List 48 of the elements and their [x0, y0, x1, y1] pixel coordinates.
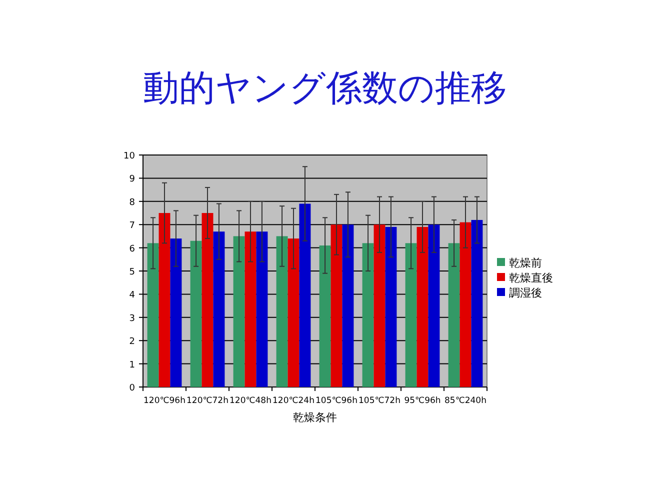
y-tick-label: 5	[129, 268, 135, 278]
bar	[460, 222, 472, 387]
x-tick-label: 105℃72h	[358, 396, 400, 406]
x-axis-title: 乾燥条件	[293, 411, 337, 424]
y-tick-label: 4	[129, 290, 136, 301]
x-tick-label: 120℃72h	[186, 396, 228, 406]
x-tick-label: 120℃96h	[144, 396, 186, 406]
title: 動的ヤング係数の推移	[143, 68, 507, 109]
x-tick-label: 85℃240h	[444, 396, 486, 406]
y-tick-label: 10	[124, 152, 136, 162]
bar	[362, 243, 374, 387]
y-tick-label: 8	[129, 198, 136, 208]
bar	[190, 240, 202, 387]
bar	[233, 236, 245, 387]
y-tick-label: 9	[129, 174, 136, 185]
y-tick-label: 7	[129, 221, 135, 232]
bar	[330, 224, 342, 387]
bar	[471, 220, 483, 387]
bar	[147, 243, 159, 387]
bar	[448, 243, 460, 387]
bar	[202, 213, 214, 387]
y-tick-label: 1	[129, 360, 135, 370]
x-tick-label: 120℃24h	[272, 396, 314, 406]
bar	[213, 232, 225, 387]
y-tick-label: 2	[129, 337, 135, 348]
bar	[256, 232, 268, 387]
bar	[428, 224, 440, 387]
bar	[276, 236, 288, 387]
bar	[288, 238, 300, 387]
bar	[299, 204, 311, 387]
legend-label: 乾燥前	[509, 256, 542, 270]
bar	[170, 238, 182, 387]
x-tick-label: 105℃96h	[316, 396, 358, 406]
y-tick-label: 0	[129, 384, 136, 394]
bar	[244, 232, 256, 387]
x-tick-label: 120℃48h	[230, 396, 272, 406]
bar	[385, 226, 397, 387]
bar	[416, 226, 428, 387]
bar	[374, 224, 386, 387]
y-tick-label: 6	[129, 244, 136, 254]
legend-label: 乾燥直後	[509, 272, 553, 284]
bar	[342, 224, 354, 387]
legend-label: 調湿後	[509, 286, 542, 300]
x-tick-label: 95℃96h	[404, 396, 441, 406]
bar	[158, 213, 170, 387]
bar	[319, 245, 331, 387]
y-tick-label: 3	[129, 314, 135, 324]
bar	[405, 243, 417, 387]
